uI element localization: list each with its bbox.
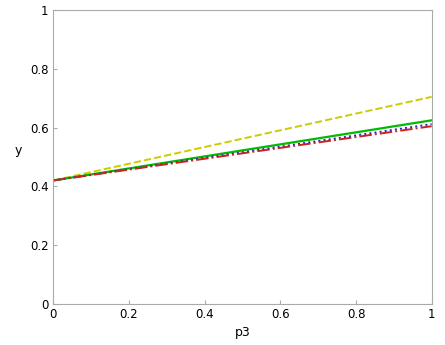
X-axis label: p3: p3 [235, 326, 251, 339]
Y-axis label: y: y [15, 144, 23, 157]
